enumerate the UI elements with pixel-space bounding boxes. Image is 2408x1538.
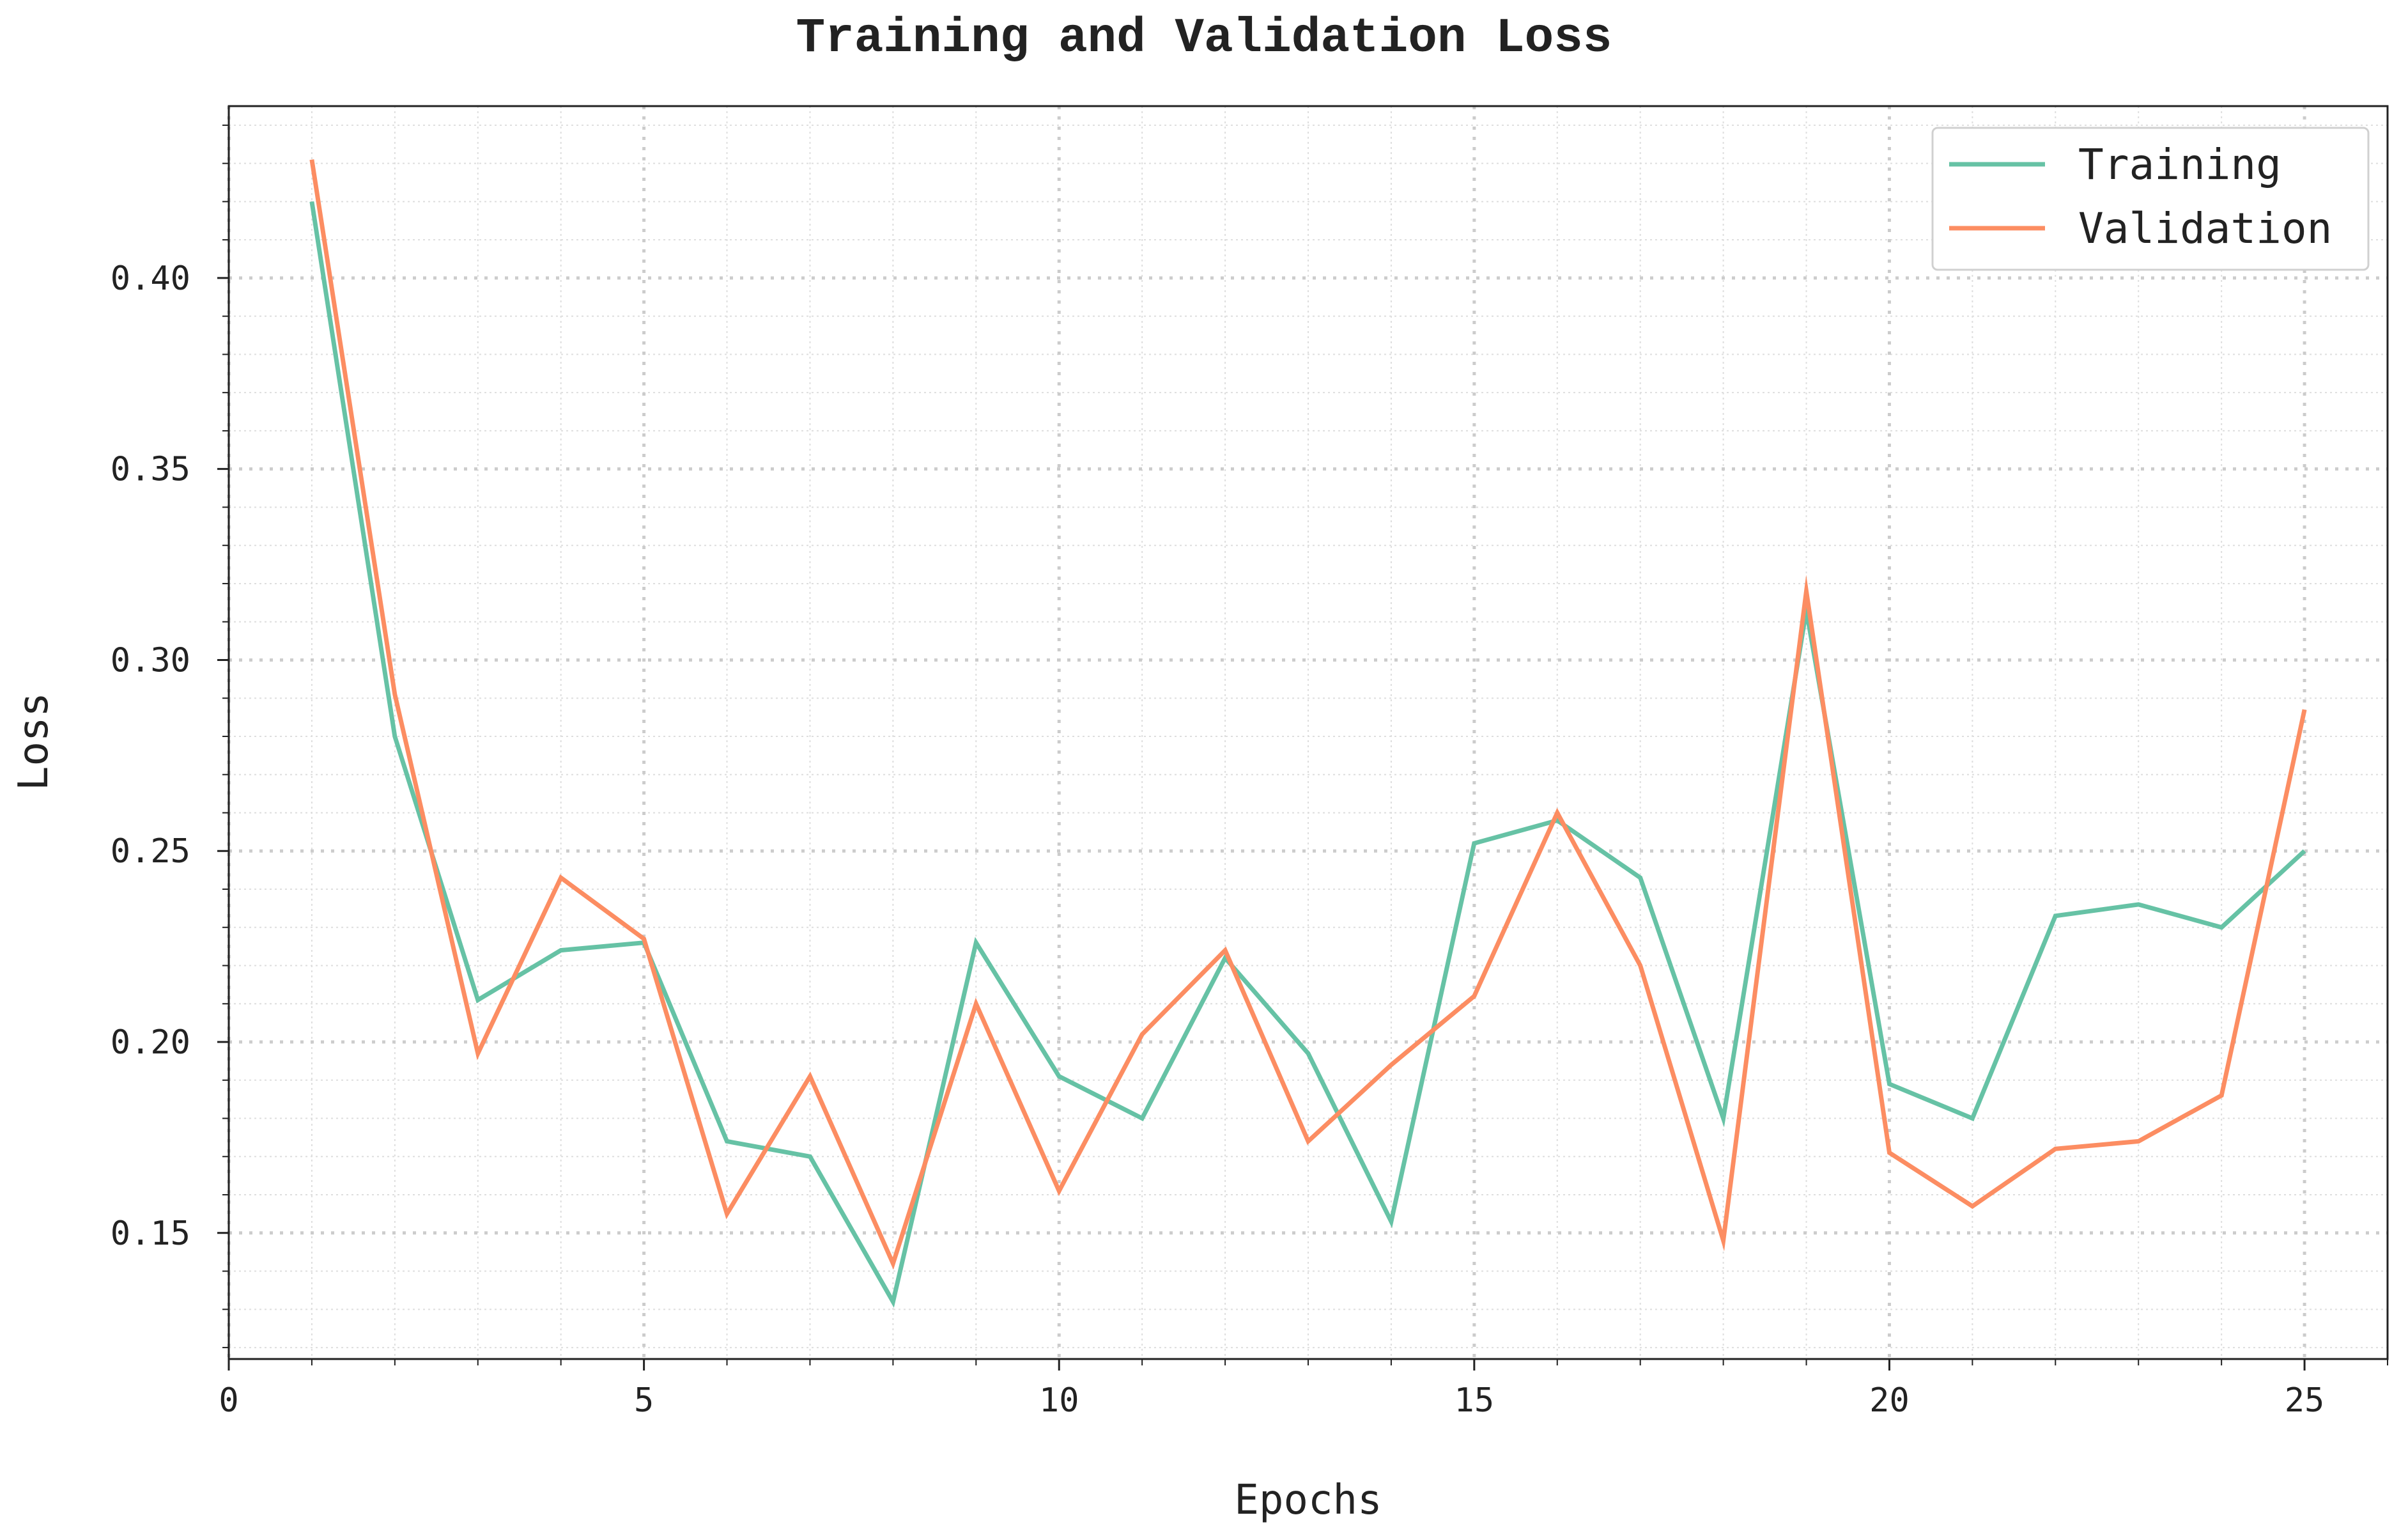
x-axis: 0 5 10 15 20 25 <box>219 1359 2388 1420</box>
y-tick-label: 0.30 <box>111 641 190 680</box>
major-grid <box>227 106 2388 1359</box>
series-layer <box>309 159 2307 1308</box>
legend-label-validation: Validation <box>2078 204 2332 253</box>
x-tick-label: 20 <box>1869 1381 1910 1420</box>
x-tick-label: 15 <box>1455 1381 1495 1420</box>
y-tick-label: 0.35 <box>111 451 190 489</box>
minor-grid <box>229 106 2388 1359</box>
legend: Training Validation <box>1931 127 2370 271</box>
y-tick-label: 0.40 <box>111 260 190 298</box>
y-tick-label: 0.25 <box>111 832 190 871</box>
x-tick-label: 25 <box>2285 1381 2325 1420</box>
y-tick-label: 0.15 <box>111 1215 190 1253</box>
x-tick-label: 10 <box>1039 1381 1079 1420</box>
y-axis-label: Loss <box>10 692 58 791</box>
chart-title: Training and Validation Loss <box>796 11 1612 66</box>
y-tick-label: 0.20 <box>111 1023 190 1062</box>
x-tick-label: 5 <box>634 1381 654 1420</box>
x-axis-label: Epochs <box>1234 1477 1382 1524</box>
y-axis: 0.15 0.20 0.25 0.30 0.35 0.40 <box>111 124 229 1349</box>
x-tick-label: 0 <box>219 1381 238 1420</box>
series-line-validation <box>309 159 2307 1270</box>
legend-label-training: Training <box>2078 140 2281 189</box>
